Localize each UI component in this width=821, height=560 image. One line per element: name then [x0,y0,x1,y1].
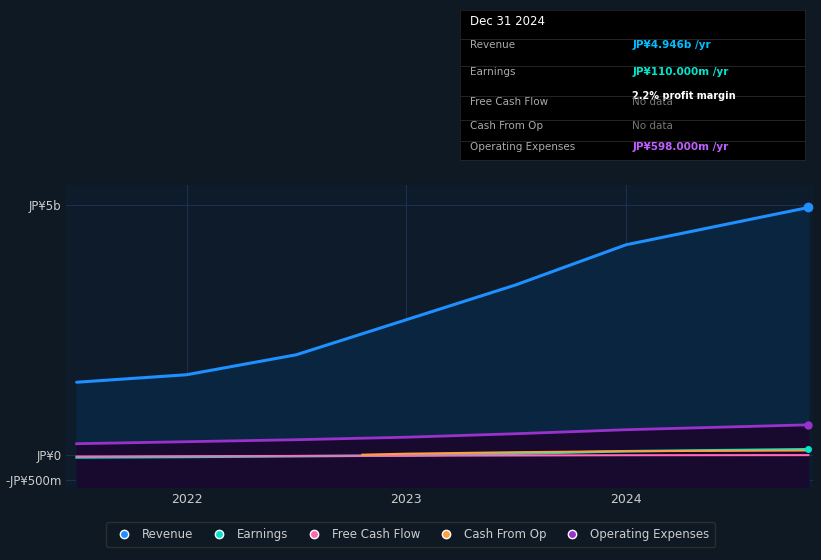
Text: No data: No data [632,121,673,131]
Text: Free Cash Flow: Free Cash Flow [470,97,548,107]
Text: Dec 31 2024: Dec 31 2024 [470,15,545,27]
Text: Earnings: Earnings [470,67,516,77]
Text: JP¥110.000m /yr: JP¥110.000m /yr [632,67,729,77]
Text: 2.2% profit margin: 2.2% profit margin [632,91,736,101]
Text: Operating Expenses: Operating Expenses [470,142,576,152]
Text: Revenue: Revenue [470,40,516,50]
Text: No data: No data [632,97,673,107]
Legend: Revenue, Earnings, Free Cash Flow, Cash From Op, Operating Expenses: Revenue, Earnings, Free Cash Flow, Cash … [106,522,715,547]
Text: Cash From Op: Cash From Op [470,121,544,131]
Text: JP¥4.946b /yr: JP¥4.946b /yr [632,40,711,50]
Text: JP¥598.000m /yr: JP¥598.000m /yr [632,142,729,152]
